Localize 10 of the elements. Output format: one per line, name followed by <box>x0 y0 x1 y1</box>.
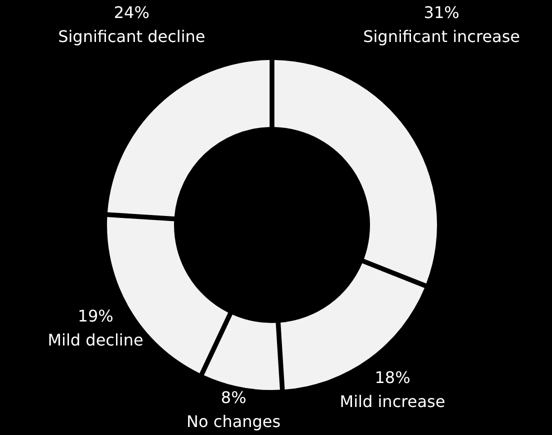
data-label: 19% <box>78 306 114 326</box>
data-label: 24% <box>114 3 150 22</box>
slice-label: Mild decline <box>48 330 144 350</box>
data-label: 18% <box>374 368 410 387</box>
slice-label: Mild increase <box>340 392 446 411</box>
data-label: 31% <box>424 3 460 22</box>
slice-label: Significant increase <box>363 27 520 46</box>
slice-label: Significant decline <box>58 27 206 46</box>
slice-label: No changes <box>186 412 281 431</box>
data-label: 8% <box>220 388 246 407</box>
